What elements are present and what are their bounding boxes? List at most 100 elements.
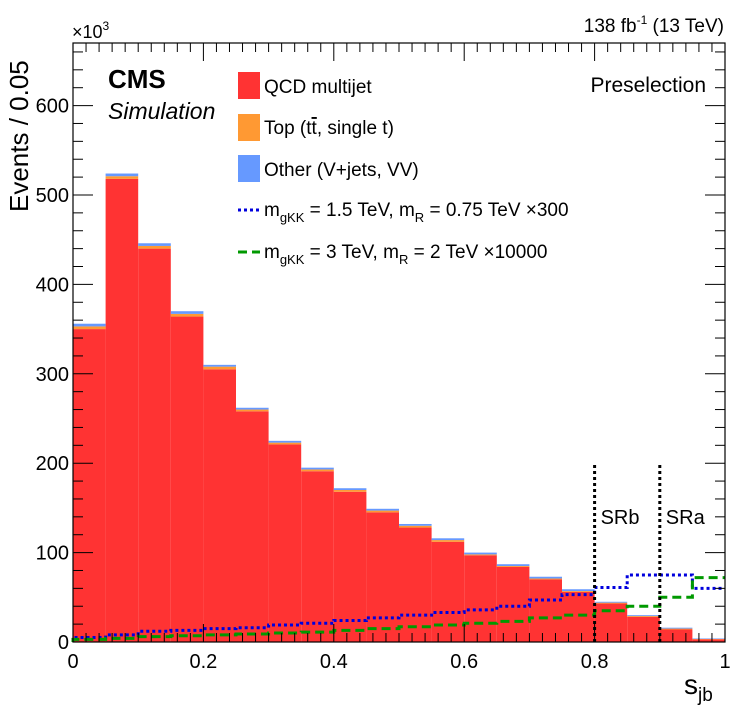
legend-swatch-other [238, 155, 260, 182]
x-tick-label: 0 [67, 651, 78, 673]
y-tick-label: 200 [36, 453, 69, 475]
plot-area: SRb SRa [71, 173, 725, 643]
bar-0-bin-19 [692, 639, 725, 642]
bar-0-bin-17 [627, 616, 660, 642]
y-tick-label: 0 [58, 632, 69, 654]
bar-0-bin-9 [366, 512, 399, 642]
legend-signal-2-tail: = 2 TeV ×10000 [408, 242, 547, 263]
bar-1-bin-12 [464, 554, 497, 556]
bar-0-bin-12 [464, 555, 497, 642]
bar-0-bin-3 [170, 316, 204, 642]
bar-1-bin-11 [431, 540, 465, 542]
legend-signal-1-tail: = 0.75 TeV ×300 [424, 200, 568, 221]
legend-label-signal-1: mgKK = 1.5 TeV, mR = 0.75 TeV ×300 [264, 200, 569, 225]
y-multiplier-sup: 3 [103, 19, 110, 33]
luminosity-tail: (13 TeV) [647, 16, 724, 37]
bar-1-bin-6 [268, 442, 302, 445]
bar-2-bin-16 [594, 601, 628, 603]
bar-2-bin-8 [333, 488, 367, 491]
legend-swatch-qcd [238, 72, 260, 99]
x-axis-title-sub: jb [697, 685, 713, 706]
bar-2-bin-15 [562, 589, 595, 592]
bar-2-bin-7 [301, 467, 334, 470]
bar-1-bin-17 [627, 616, 660, 617]
bar-1-bin-5 [236, 409, 269, 412]
bar-2-bin-14 [529, 576, 562, 579]
legend-signal-1-sub1: gKK [280, 210, 305, 225]
legend-label-top: Top (tt, single t) [264, 118, 394, 139]
bar-1-bin-2 [138, 245, 171, 249]
region-label-SRa: SRa [666, 507, 706, 529]
y-tick-label: 500 [36, 185, 69, 207]
y-tick-label: 400 [36, 274, 69, 296]
bar-0-bin-8 [333, 491, 367, 642]
luminosity-label: 138 fb-1 (13 TeV) [584, 13, 724, 37]
bar-2-bin-6 [268, 440, 302, 443]
bar-1-bin-1 [105, 176, 139, 179]
x-tick-label: 0.2 [189, 651, 217, 673]
bar-1-bin-7 [301, 469, 334, 472]
legend-label-qcd: QCD multijet [264, 77, 372, 98]
x-tick-label: 0.4 [320, 651, 348, 673]
bar-0-bin-11 [431, 541, 465, 642]
bar-0-bin-1 [105, 178, 139, 643]
bar-1-bin-10 [399, 525, 432, 528]
y-tick-label: 300 [36, 364, 69, 386]
bar-1-bin-0 [73, 326, 106, 330]
x-tick-label: 0.6 [450, 651, 478, 673]
bar-1-bin-18 [659, 628, 693, 630]
bar-0-bin-0 [73, 329, 106, 642]
bar-2-bin-3 [170, 311, 204, 314]
bar-2-bin-11 [431, 538, 465, 541]
cms-label: CMS [108, 64, 166, 94]
region-label-SRb: SRb [601, 507, 640, 529]
y-multiplier: ×103 [72, 19, 110, 42]
preselection-label: Preselection [590, 74, 706, 97]
legend: QCD multijet Top (tt, single t) Other (V… [238, 72, 569, 267]
bar-2-bin-13 [496, 564, 530, 567]
legend-signal-2-mid: = 3 TeV, m [304, 242, 399, 263]
bar-1-bin-3 [170, 313, 204, 317]
x-axis: 0 0.2 0.4 0.6 0.8 1 [67, 43, 731, 673]
bar-2-bin-17 [627, 615, 660, 617]
bar-2-bin-10 [399, 523, 432, 526]
bar-1-bin-14 [529, 578, 562, 580]
bar-2-bin-5 [236, 407, 269, 410]
bar-0-bin-15 [562, 591, 595, 642]
bar-0-bin-5 [236, 411, 269, 642]
bar-2-bin-9 [366, 508, 399, 511]
luminosity-sup: -1 [637, 13, 648, 27]
bar-1-bin-15 [562, 591, 595, 592]
bar-1-bin-13 [496, 566, 530, 567]
legend-swatch-top [238, 114, 260, 141]
legend-signal-1-mid: = 1.5 TeV, m [304, 200, 414, 221]
bar-2-bin-0 [73, 323, 106, 327]
bar-2-bin-4 [203, 364, 236, 367]
bar-0-bin-14 [529, 579, 562, 642]
bar-1-bin-8 [333, 490, 367, 492]
x-tick-label: 0.8 [581, 651, 609, 673]
bar-2-bin-1 [105, 173, 139, 177]
legend-signal-2-sub2: R [399, 252, 408, 267]
bar-1-bin-9 [366, 510, 399, 513]
y-tick-label: 600 [36, 96, 69, 118]
legend-signal-1-sub2: R [415, 210, 424, 225]
bar-2-bin-18 [659, 627, 693, 629]
bar-0-bin-13 [496, 566, 530, 642]
legend-signal-2-sub1: gKK [280, 252, 305, 267]
bar-2-bin-19 [692, 638, 725, 639]
x-axis-title: sjb [684, 669, 713, 706]
bar-0-bin-7 [301, 471, 334, 642]
bar-1-bin-19 [692, 638, 725, 640]
signal-line-1 [71, 576, 725, 642]
y-tick-label: 100 [36, 543, 69, 565]
bar-1-bin-16 [594, 602, 628, 604]
legend-label-top-tail: , single t) [317, 118, 394, 139]
legend-label-signal-2: mgKK = 3 TeV, mR = 2 TeV ×10000 [264, 242, 547, 267]
y-axis-title: Events / 0.05 [4, 60, 34, 212]
bar-2-bin-2 [138, 243, 171, 246]
bar-1-bin-4 [203, 366, 236, 370]
x-tick-label: 1 [719, 651, 730, 673]
bar-0-bin-4 [203, 369, 236, 642]
legend-label-other: Other (V+jets, VV) [264, 160, 419, 181]
